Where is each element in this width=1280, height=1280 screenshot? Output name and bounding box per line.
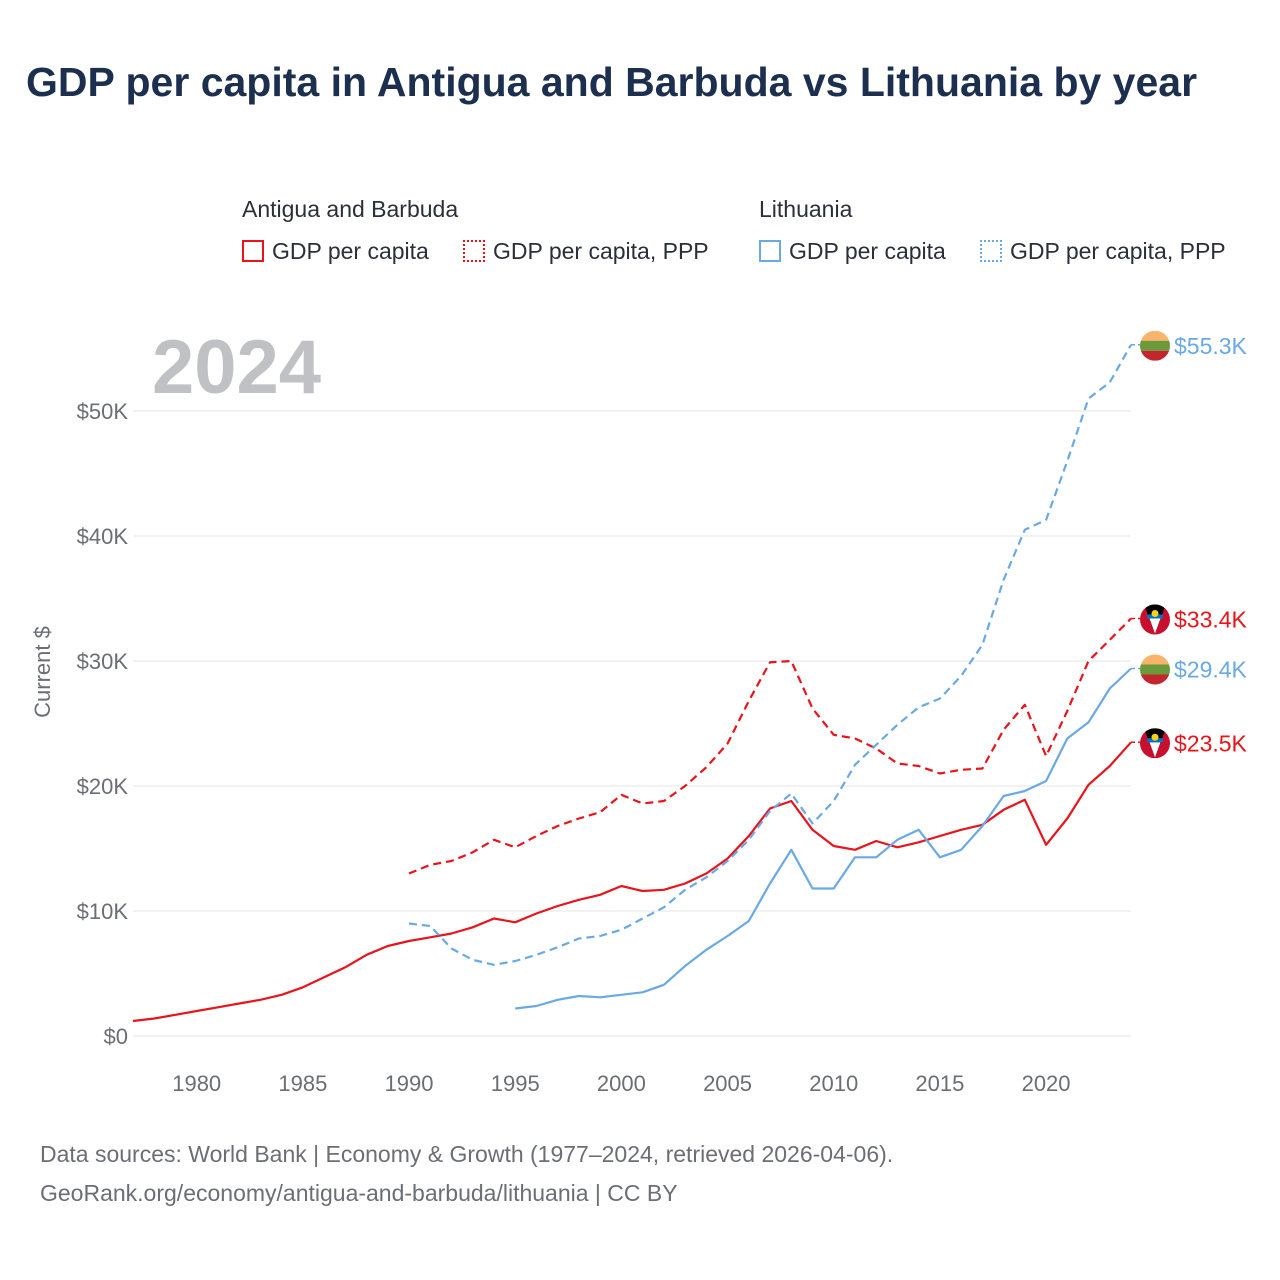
x-tick-label: 1980 <box>172 1071 221 1096</box>
x-tick-label: 2000 <box>597 1071 646 1096</box>
x-tick-label: 2015 <box>915 1071 964 1096</box>
antigua-flag-icon <box>1140 728 1170 759</box>
legend-group-antigua: Antigua and Barbuda <box>242 196 459 222</box>
end-marker-layer: $23.5K $33.4K $29.4K $55.3K <box>1131 330 1248 759</box>
chart-title: GDP per capita in Antigua and Barbuda vs… <box>26 59 1198 105</box>
end-value-label: $55.3K <box>1174 333 1248 359</box>
grid-layer <box>133 410 1131 1037</box>
series-line-antigua-gdp[interactable] <box>132 741 1132 1023</box>
legend-label: GDP per capita <box>789 237 946 264</box>
legend-label: GDP per capita, PPP <box>493 237 709 264</box>
lithuania-flag-icon <box>1140 330 1170 361</box>
y-tick-label: $0 <box>104 1024 128 1049</box>
y-tick-label: $40K <box>77 524 129 549</box>
year-watermark: 2024 <box>152 325 321 410</box>
end-value-label: $33.4K <box>1174 607 1248 633</box>
legend-swatch-solid-red <box>242 240 264 262</box>
lithuania-flag-icon <box>1140 654 1170 685</box>
footer-source: Data sources: World Bank | Economy & Gro… <box>40 1141 894 1167</box>
legend-swatch-dotted-red <box>463 240 485 262</box>
series-line-lithuania-gdp[interactable] <box>515 667 1132 1010</box>
y-tick-label: $20K <box>77 774 129 799</box>
series-line-antigua-ppp[interactable] <box>408 617 1132 875</box>
legend-item-antigua-ppp[interactable]: GDP per capita, PPP <box>463 236 709 266</box>
x-tick-label: 1995 <box>491 1071 540 1096</box>
legend-swatch-dotted-blue <box>980 240 1002 262</box>
x-tick-label: 2005 <box>703 1071 752 1096</box>
x-tick-label: 1990 <box>385 1071 434 1096</box>
x-tick-label: 2010 <box>809 1071 858 1096</box>
legend-group-lithuania: Lithuania <box>759 196 853 222</box>
y-tick-label: $30K <box>77 649 129 674</box>
series-layer <box>132 344 1132 1023</box>
x-tick-label: 1985 <box>278 1071 327 1096</box>
legend-item-lithuania-ppp[interactable]: GDP per capita, PPP <box>980 236 1226 266</box>
legend-label: GDP per capita, PPP <box>1010 237 1226 264</box>
legend-label: GDP per capita <box>272 237 429 264</box>
legend-swatch-solid-blue <box>759 240 781 262</box>
x-tick-label: 2020 <box>1022 1071 1071 1096</box>
tick-layer: $0 $10K $20K $30K $40K $50K 1980 1985 1990 1995 20… <box>77 399 1071 1096</box>
y-axis-label: Current $ <box>30 626 55 718</box>
y-tick-label: $50K <box>77 399 129 424</box>
legend-item-lithuania-gdp[interactable]: GDP per capita <box>759 236 946 266</box>
antigua-flag-icon <box>1140 604 1170 635</box>
series-line-lithuania-ppp[interactable] <box>408 344 1132 966</box>
footer-url[interactable]: GeoRank.org/economy/antigua-and-barbuda/… <box>40 1180 678 1206</box>
legend-item-antigua-gdp[interactable]: GDP per capita <box>242 236 429 266</box>
end-value-label: $23.5K <box>1174 730 1248 756</box>
y-tick-label: $10K <box>77 899 129 924</box>
end-value-label: $29.4K <box>1174 657 1248 683</box>
